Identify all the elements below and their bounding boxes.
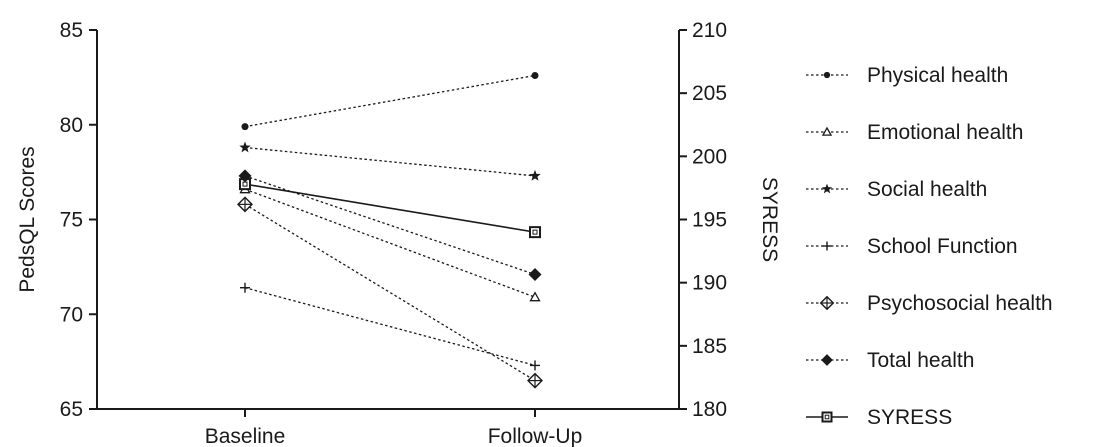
diamond-filled-marker bbox=[238, 169, 252, 183]
dot-marker bbox=[241, 123, 249, 131]
diamond-filled-point bbox=[238, 169, 252, 183]
legend-label: Physical health bbox=[867, 64, 1008, 87]
dot-point bbox=[241, 123, 249, 131]
diamond-cross-marker bbox=[819, 295, 835, 311]
series-physical-health bbox=[241, 71, 539, 131]
legend-label: School Function bbox=[867, 235, 1018, 258]
legend-item: Social health bbox=[806, 178, 987, 201]
star-point bbox=[821, 183, 833, 194]
series-line bbox=[244, 74, 536, 128]
legend-item: School Function bbox=[806, 235, 1018, 258]
right-y-tick-label: 190 bbox=[692, 272, 727, 295]
star-marker bbox=[239, 141, 251, 153]
series-social-health bbox=[239, 141, 541, 181]
x-tick-label: Baseline bbox=[205, 425, 286, 447]
right-y-tick-label: 195 bbox=[692, 209, 727, 232]
right-y-tick-label: 205 bbox=[692, 82, 727, 105]
diamond-filled-point bbox=[821, 354, 833, 366]
square-inner bbox=[242, 181, 248, 187]
plus-marker bbox=[530, 360, 540, 371]
legend-label: SYRESS bbox=[867, 406, 952, 429]
star-marker bbox=[529, 169, 541, 181]
legend: Physical health Emotional health Social he… bbox=[806, 64, 1053, 429]
star-point bbox=[239, 141, 251, 153]
left-y-tick-label: 65 bbox=[60, 398, 83, 421]
triangle-point bbox=[529, 291, 541, 302]
dot-point bbox=[823, 71, 831, 79]
left-y-axis-title: PedsQL Scores bbox=[16, 146, 39, 292]
triangle-point bbox=[821, 126, 833, 136]
series-emotional-health bbox=[239, 183, 541, 302]
square-inner bbox=[824, 414, 830, 420]
right-y-tick-label: 210 bbox=[692, 19, 727, 42]
axes: 65 70 75 80 85 180 185 190 195 200 205 210 Baseline F… bbox=[16, 19, 781, 447]
right-y-tick-label: 200 bbox=[692, 145, 727, 168]
dot-point bbox=[531, 71, 539, 79]
left-y-tick-label: 85 bbox=[60, 19, 83, 42]
legend-label: Emotional health bbox=[867, 121, 1023, 144]
star-point bbox=[529, 169, 541, 181]
diamond-cross-marker bbox=[237, 196, 253, 213]
series-layer bbox=[237, 71, 543, 389]
legend-item: Total health bbox=[806, 349, 974, 372]
legend-item: Emotional health bbox=[806, 121, 1023, 144]
triangle-marker bbox=[529, 291, 541, 302]
right-y-axis-title: SYRESS bbox=[758, 177, 781, 262]
diamond-cross-marker bbox=[527, 372, 543, 389]
series-psychosocial-health bbox=[237, 196, 543, 389]
legend-label: Total health bbox=[867, 349, 974, 372]
diamond-filled-marker bbox=[821, 354, 833, 366]
series-line bbox=[244, 203, 536, 382]
left-y-tick-label: 75 bbox=[60, 209, 83, 232]
series-line bbox=[244, 175, 536, 276]
diamond-filled-marker bbox=[528, 267, 542, 281]
series-total-health bbox=[238, 169, 542, 281]
square-open-marker bbox=[821, 411, 833, 423]
square-open-marker bbox=[529, 226, 541, 239]
legend-label: Social health bbox=[867, 178, 987, 201]
legend-label: Psychosocial health bbox=[867, 292, 1053, 315]
star-marker bbox=[821, 183, 833, 194]
dot-marker bbox=[823, 71, 831, 79]
series-line bbox=[244, 188, 536, 298]
left-y-tick-label: 70 bbox=[60, 303, 83, 326]
series-school-function bbox=[240, 282, 540, 371]
triangle-marker bbox=[821, 126, 833, 136]
diamond-filled-point bbox=[528, 267, 542, 281]
dot-marker bbox=[531, 71, 539, 79]
legend-item: Psychosocial health bbox=[806, 292, 1053, 315]
plus-marker bbox=[822, 241, 832, 251]
series-line bbox=[244, 146, 536, 177]
x-tick-label: Follow-Up bbox=[488, 425, 583, 447]
right-y-tick-label: 185 bbox=[692, 335, 727, 358]
square-inner bbox=[532, 229, 538, 235]
legend-item: SYRESS bbox=[806, 406, 952, 429]
plus-marker bbox=[240, 282, 250, 293]
legend-item: Physical health bbox=[806, 64, 1008, 87]
series-line bbox=[244, 287, 536, 367]
right-y-tick-label: 180 bbox=[692, 398, 727, 421]
left-y-tick-label: 80 bbox=[60, 114, 83, 137]
